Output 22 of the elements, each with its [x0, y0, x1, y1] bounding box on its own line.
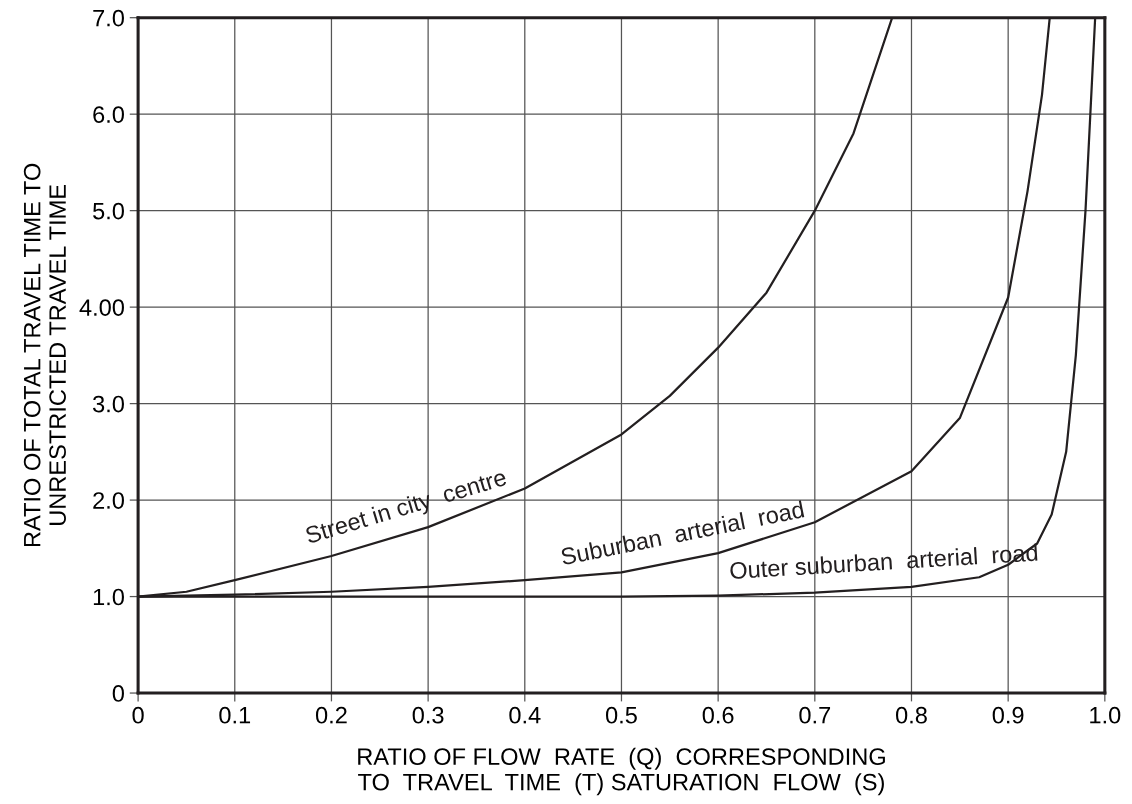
y-tick-label: 6.0	[93, 106, 124, 123]
x-tick-label: 0.4	[509, 706, 541, 724]
x-tick-label: 0.8	[896, 706, 927, 724]
y-tick-label: 2.0	[93, 492, 124, 509]
x-tick-label: 0.9	[992, 706, 1024, 724]
x-tick-label: 0.6	[702, 706, 734, 724]
x-axis-title: RATIO OF FLOW RATE (Q) CORRESPONDING TO TRAVEL TIME (T) SATURATION FLOW (S)	[358, 747, 885, 796]
x-tick-label: 0.2	[315, 706, 347, 724]
text: Street in city centre	[304, 468, 509, 549]
x-tick-label: 0.3	[412, 706, 444, 724]
y-tick-label: 4.00	[79, 299, 124, 316]
y-tick-label: 3.0	[92, 395, 124, 413]
y-axis-title: RATIO OF TOTAL TRAVEL TIME TO UNRESTRICTED TRAVEL TIME	[23, 163, 66, 547]
y-tick-label: 5.0	[93, 202, 124, 220]
x-tick-label: 0.1	[219, 706, 251, 724]
x-tick-label: 0.7	[799, 706, 831, 724]
x-tick-label: 0	[132, 706, 144, 724]
y-tick-label: 0	[112, 685, 124, 702]
x-tick-label: 1.0	[1090, 706, 1121, 724]
y-tick-label: 1.0	[93, 588, 124, 606]
y-tick-label: 7.0	[93, 9, 124, 27]
x-tick-label: 0.5	[605, 706, 637, 724]
